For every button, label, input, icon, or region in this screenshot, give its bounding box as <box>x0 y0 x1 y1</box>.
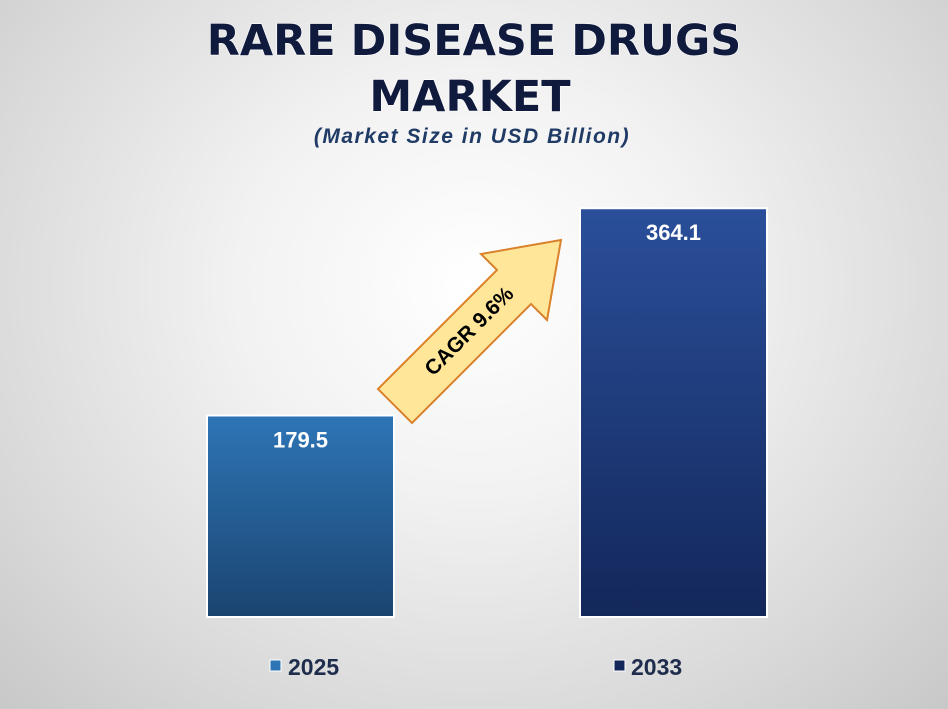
legend-swatch-2033 <box>613 659 626 672</box>
chart-title-line-2: MARKET <box>369 72 571 122</box>
chart-title-line-1: RARE DISEASE DRUGS <box>207 16 741 66</box>
legend-swatch-2025 <box>269 659 282 672</box>
chart-subtitle: (Market Size in USD Billion) <box>314 125 630 148</box>
legend-label-2025: 2025 <box>288 654 339 680</box>
cagr-arrow: CAGR 9.6% <box>376 238 563 425</box>
data-label-2025: 179.5 <box>273 427 328 452</box>
data-label-2033: 364.1 <box>646 220 701 245</box>
bar-2025 <box>206 414 395 618</box>
legend-label-2033: 2033 <box>631 654 682 680</box>
cagr-arrow-shape <box>376 238 563 425</box>
bar-2033 <box>579 207 768 618</box>
legend: 2025 2033 <box>269 654 682 680</box>
